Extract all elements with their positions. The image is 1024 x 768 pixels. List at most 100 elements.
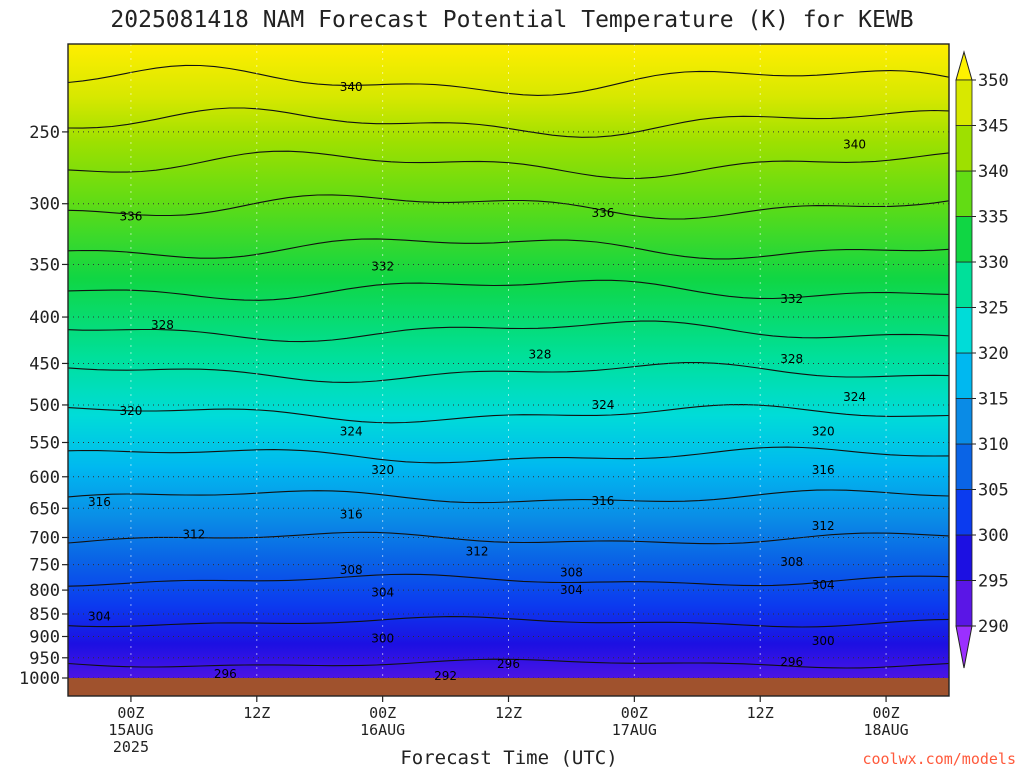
y-tick-label: 500 bbox=[29, 396, 60, 416]
x-tick-label: 00Z bbox=[117, 704, 144, 722]
contour-line-320 bbox=[68, 362, 949, 383]
colorbar-segment bbox=[955, 307, 973, 354]
colorbar-segment bbox=[955, 79, 973, 126]
y-tick-label: 350 bbox=[29, 255, 60, 275]
y-tick-label: 250 bbox=[29, 123, 60, 143]
y-tick-label: 850 bbox=[29, 605, 60, 625]
y-tick-label: 800 bbox=[29, 581, 60, 601]
contour-label: 340 bbox=[340, 80, 363, 94]
x-tick-label: 12Z bbox=[747, 704, 774, 722]
colorbar-segment bbox=[955, 216, 973, 263]
contour-label: 304 bbox=[88, 609, 111, 623]
colorbar-bottom-arrow bbox=[955, 625, 973, 669]
colorbar-label: 340 bbox=[978, 162, 1009, 182]
contour-label: 308 bbox=[340, 563, 363, 577]
colorbar-segment bbox=[955, 489, 973, 536]
colorbar-label: 290 bbox=[978, 617, 1009, 637]
contour-label: 300 bbox=[371, 632, 394, 646]
colorbar-segment bbox=[955, 261, 973, 308]
x-tick-label: 00Z bbox=[369, 704, 396, 722]
colorbar-label: 300 bbox=[978, 526, 1009, 546]
y-tick-label: 700 bbox=[29, 528, 60, 548]
contour-label: 308 bbox=[780, 555, 803, 569]
colorbar-segment bbox=[955, 580, 973, 627]
x-axis-label: Forecast Time (UTC) bbox=[400, 747, 617, 768]
contour-label: 292 bbox=[434, 669, 457, 683]
colorbar-segment bbox=[955, 398, 973, 445]
contour-label: 304 bbox=[371, 586, 394, 600]
colorbar-label: 320 bbox=[978, 344, 1009, 364]
colorbar-label: 305 bbox=[978, 481, 1009, 501]
x-tick-label: 18AUG bbox=[863, 721, 908, 739]
colorbar-label: 295 bbox=[978, 572, 1009, 592]
y-tick-label: 1000 bbox=[19, 669, 60, 689]
y-tick-label: 600 bbox=[29, 468, 60, 488]
contour-line-292 bbox=[68, 658, 949, 669]
contour-label: 320 bbox=[371, 463, 394, 477]
colorbar-segment bbox=[955, 443, 973, 490]
plot-area bbox=[68, 44, 949, 696]
contour-labels: 292 296 296 296 300 300 304 304 304 304 308 308 308 3… bbox=[88, 80, 866, 683]
contour-label: 316 bbox=[812, 463, 835, 477]
contour-label: 332 bbox=[371, 260, 394, 274]
contour-label: 320 bbox=[119, 404, 142, 418]
x-tick-label: 00Z bbox=[873, 704, 900, 722]
colorbar-label: 350 bbox=[978, 71, 1009, 91]
x-tick-label: 15AUG bbox=[108, 721, 153, 739]
colorbar-label: 345 bbox=[978, 117, 1009, 137]
contour-label: 336 bbox=[119, 210, 142, 224]
contour-line-312 bbox=[68, 446, 949, 464]
y-axis: 2503003504004505005506006507007508008509… bbox=[19, 123, 68, 689]
colorbar-segment bbox=[955, 352, 973, 399]
y-tick-label: 650 bbox=[29, 499, 60, 519]
x-tick-label: 00Z bbox=[621, 704, 648, 722]
contour-label: 304 bbox=[812, 578, 835, 592]
y-tick-label: 900 bbox=[29, 627, 60, 647]
y-tick-label: 450 bbox=[29, 354, 60, 374]
x-tick-label: 17AUG bbox=[612, 721, 657, 739]
colorbar-label: 330 bbox=[978, 253, 1009, 273]
contour-label: 312 bbox=[812, 519, 835, 533]
contour-label: 316 bbox=[340, 507, 363, 521]
colorbar-label: 335 bbox=[978, 208, 1009, 228]
contour-label: 296 bbox=[214, 667, 237, 681]
y-tick-label: 750 bbox=[29, 556, 60, 576]
contour-label: 328 bbox=[780, 352, 803, 366]
contour-line-336 bbox=[68, 194, 949, 220]
contour-label: 316 bbox=[591, 494, 614, 508]
contour-label: 296 bbox=[780, 655, 803, 669]
colorbar-segment bbox=[955, 170, 973, 217]
contour-label: 336 bbox=[591, 206, 614, 220]
contour-label: 312 bbox=[182, 528, 205, 542]
contour-label: 320 bbox=[812, 425, 835, 439]
contour-label: 328 bbox=[529, 348, 552, 362]
contour-label: 328 bbox=[151, 318, 174, 332]
contour-line-328 bbox=[68, 279, 949, 301]
colorbar-label: 310 bbox=[978, 435, 1009, 455]
colorbar-segment bbox=[955, 125, 973, 172]
contour-line-340 bbox=[68, 150, 949, 180]
x-tick-label: 12Z bbox=[495, 704, 522, 722]
x-tick-label: 2025 bbox=[113, 738, 149, 756]
y-tick-label: 400 bbox=[29, 308, 60, 328]
contour-label: 316 bbox=[88, 495, 111, 509]
contour-label: 340 bbox=[843, 137, 866, 151]
contour-label: 296 bbox=[497, 657, 520, 671]
contour-label: 324 bbox=[340, 425, 363, 439]
y-tick-label: 550 bbox=[29, 433, 60, 453]
contour-label: 312 bbox=[466, 544, 489, 558]
colorbar-segment bbox=[955, 534, 973, 581]
x-tick-label: 16AUG bbox=[360, 721, 405, 739]
colorbar-label: 325 bbox=[978, 299, 1009, 319]
credit-text: coolwx.com/models bbox=[862, 750, 1016, 768]
ground-surface bbox=[68, 678, 949, 696]
x-tick-label: 12Z bbox=[243, 704, 270, 722]
y-tick-label: 950 bbox=[29, 649, 60, 669]
contour-label: 332 bbox=[780, 292, 803, 306]
colorbar-label: 315 bbox=[978, 390, 1009, 410]
colorbar: 290 295 300 305 310 315 320 325 330 335 340 345 350 bbox=[955, 50, 1009, 669]
contour-line-308 bbox=[68, 489, 949, 504]
contour-label: 300 bbox=[812, 634, 835, 648]
